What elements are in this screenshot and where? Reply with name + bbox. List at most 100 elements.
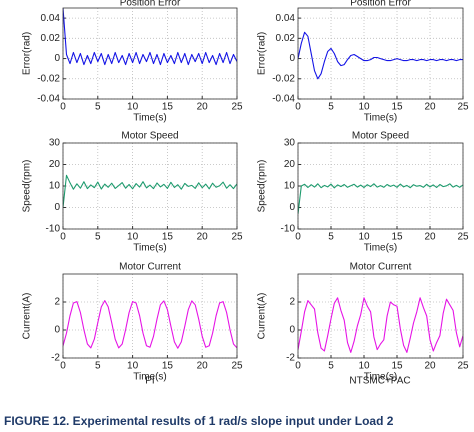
y-axis-label: Speed(rpm) (22, 160, 33, 213)
x-tick-label: 0 (295, 102, 301, 113)
y-tick-label: 2 (289, 297, 295, 308)
y-axis-label: Current(A) (22, 293, 33, 340)
x-tick-label: 25 (457, 232, 469, 243)
chart-title: Motor Speed (121, 131, 178, 142)
chart-title: Motor Speed (352, 131, 409, 142)
x-tick-label: 20 (424, 102, 436, 113)
y-tick-label: 30 (284, 138, 296, 149)
column-label: NTSMC+PAC (349, 376, 410, 387)
y-tick-label: -2 (286, 353, 295, 364)
y-tick-label: -0.04 (272, 94, 295, 105)
axes-frame (62, 142, 238, 230)
x-axis-label: Time(s) (133, 113, 167, 124)
x-tick-label: 0 (60, 361, 66, 372)
data-line (63, 8, 237, 66)
y-tick-label: 0 (289, 53, 295, 64)
axes-frame (62, 7, 238, 100)
data-line (298, 297, 463, 353)
y-tick-label: -0.04 (37, 94, 60, 105)
x-tick-label: 20 (197, 361, 209, 372)
panel: -0.04 -0.02 0 0.02 0.04 0 5 10 15 20 25 Position Er… (22, 0, 243, 124)
y-axis-label: Speed(rpm) (257, 160, 268, 213)
x-tick-label: 15 (391, 361, 403, 372)
x-tick-label: 10 (358, 361, 370, 372)
y-tick-label: 0.04 (276, 13, 296, 24)
x-tick-label: 5 (328, 102, 334, 113)
x-tick-label: 10 (127, 361, 139, 372)
x-tick-label: 15 (162, 102, 174, 113)
axes-frame (62, 273, 238, 359)
x-tick-label: 0 (60, 102, 66, 113)
data-line (63, 300, 237, 349)
x-tick-label: 10 (358, 102, 370, 113)
x-tick-label: 10 (127, 232, 139, 243)
x-tick-label: 5 (95, 232, 101, 243)
axes-frame (297, 142, 464, 230)
chart-title: Position Error (120, 0, 181, 9)
plot-area (298, 183, 463, 214)
y-tick-label: 0 (54, 325, 60, 336)
y-tick-label: -10 (46, 224, 61, 235)
x-axis-label: Time(s) (133, 243, 167, 254)
y-tick-label: 20 (284, 159, 296, 170)
data-line (63, 174, 237, 208)
y-tick-label: 0 (289, 325, 295, 336)
y-tick-label: 0.02 (41, 33, 61, 44)
x-tick-label: 10 (127, 102, 139, 113)
x-tick-label: 15 (391, 232, 403, 243)
x-axis-label: Time(s) (364, 243, 398, 254)
y-tick-label: 10 (49, 181, 61, 192)
plot-area (298, 297, 463, 353)
data-line (298, 31, 463, 80)
x-tick-label: 15 (162, 361, 174, 372)
chart-title: Motor Current (119, 262, 181, 273)
y-tick-label: 10 (284, 181, 296, 192)
y-tick-label: 2 (54, 297, 60, 308)
x-tick-label: 15 (162, 232, 174, 243)
data-line (298, 183, 463, 214)
x-tick-label: 25 (457, 102, 469, 113)
plot-area (298, 31, 463, 80)
plot-area (63, 8, 237, 66)
x-tick-label: 5 (328, 232, 334, 243)
y-tick-label: 0 (54, 202, 60, 213)
x-tick-label: 0 (295, 361, 301, 372)
x-tick-label: 25 (231, 361, 243, 372)
x-tick-label: 25 (231, 102, 243, 113)
y-tick-label: 0.04 (41, 13, 61, 24)
y-tick-label: 0 (54, 53, 60, 64)
y-axis-label: Error(rad) (257, 32, 268, 75)
x-tick-label: 0 (60, 232, 66, 243)
caption: FIGURE 12. Experimental results of 1 rad… (4, 414, 394, 428)
x-tick-label: 20 (424, 361, 436, 372)
chart-title: Motor Current (350, 262, 412, 273)
y-tick-label: 0.02 (276, 33, 296, 44)
x-tick-label: 15 (391, 102, 403, 113)
axes-frame (297, 7, 464, 100)
x-tick-label: 10 (358, 232, 370, 243)
x-tick-label: 25 (231, 232, 243, 243)
column-label: PI (145, 376, 154, 387)
panel: -0.04 -0.02 0 0.02 0.04 0 5 10 15 20 25 Position Er… (257, 0, 469, 124)
x-tick-label: 5 (95, 361, 101, 372)
y-tick-label: -10 (281, 224, 296, 235)
y-tick-label: -0.02 (272, 73, 295, 84)
plot-area (63, 174, 237, 208)
x-tick-label: 20 (197, 232, 209, 243)
y-tick-label: 30 (49, 138, 61, 149)
x-tick-label: 0 (295, 232, 301, 243)
x-tick-label: 5 (328, 361, 334, 372)
x-axis-label: Time(s) (364, 372, 398, 383)
y-axis-label: Current(A) (257, 293, 268, 340)
x-axis-label: Time(s) (133, 372, 167, 383)
x-tick-label: 20 (424, 232, 436, 243)
chart-title: Position Error (350, 0, 411, 9)
plot-area (63, 300, 237, 349)
y-tick-label: 20 (49, 159, 61, 170)
